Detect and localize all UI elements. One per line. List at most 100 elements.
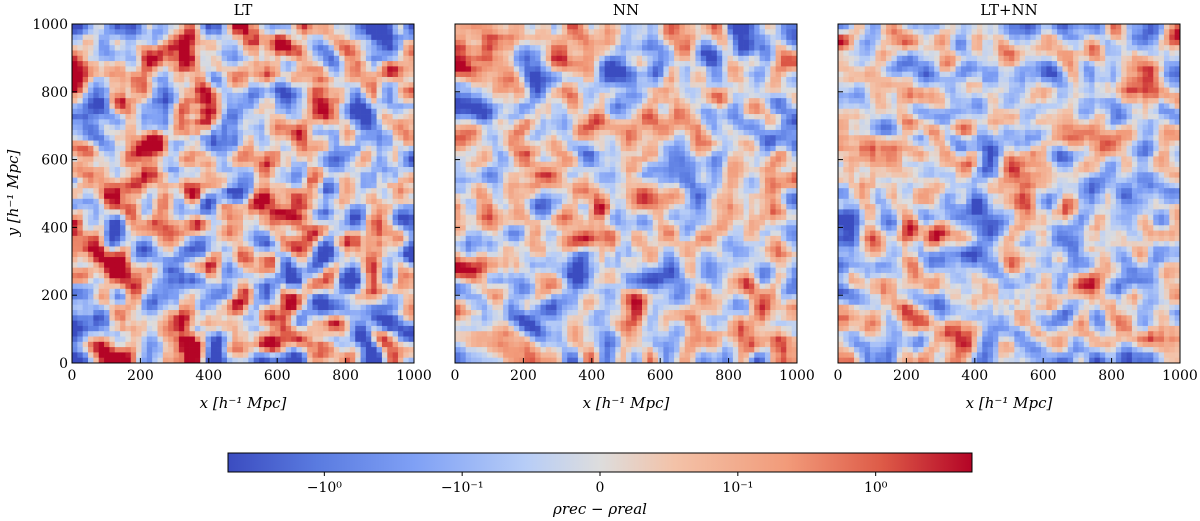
heatmap-cell <box>503 39 509 46</box>
heatmap-cell <box>604 92 611 99</box>
heatmap-cell <box>194 325 201 332</box>
heatmap-cell <box>146 145 153 152</box>
heatmap-cell <box>296 161 303 168</box>
heatmap-cell <box>497 50 504 57</box>
heatmap-cell <box>371 257 377 263</box>
heatmap-cell <box>323 172 329 178</box>
heatmap-cell <box>492 82 499 88</box>
heatmap-cell <box>114 124 121 131</box>
heatmap-cell <box>200 272 206 279</box>
heatmap-cell <box>226 294 233 300</box>
heatmap-cell <box>157 214 164 221</box>
heatmap-cell <box>130 204 137 210</box>
heatmap-cell <box>349 235 356 242</box>
heatmap-cell <box>82 135 89 141</box>
heatmap-cell <box>162 246 169 253</box>
heatmap-cell <box>168 151 174 157</box>
heatmap-cell <box>93 182 100 189</box>
heatmap-cell <box>392 288 399 295</box>
heatmap-cell <box>333 283 340 290</box>
heatmap-cell <box>344 87 351 94</box>
heatmap-cell <box>221 103 228 110</box>
heatmap-cell <box>344 272 351 279</box>
heatmap-cell <box>620 55 627 62</box>
heatmap-cell <box>184 167 190 173</box>
heatmap-cell <box>259 34 265 41</box>
heatmap-cell <box>146 98 153 104</box>
heatmap-cell <box>285 262 292 269</box>
heatmap-cell <box>403 278 409 284</box>
heatmap-cell <box>114 214 121 221</box>
heatmap-cell <box>189 288 196 295</box>
heatmap-cell <box>168 71 174 78</box>
heatmap-cell <box>285 177 292 184</box>
heatmap-cell <box>210 294 217 300</box>
heatmap-cell <box>652 45 659 51</box>
heatmap-cell <box>471 50 477 57</box>
heatmap-cell <box>508 29 515 35</box>
heatmap-cell <box>216 140 222 147</box>
heatmap-cell <box>259 219 265 226</box>
heatmap-cell <box>360 278 367 284</box>
heatmap-cell <box>323 347 329 353</box>
heatmap-cell <box>200 204 206 210</box>
heatmap-cell <box>264 39 271 46</box>
heatmap-cell <box>243 114 249 120</box>
heatmap-cell <box>125 177 132 184</box>
heatmap-cell <box>307 182 313 189</box>
heatmap-cell <box>317 66 324 73</box>
heatmap-cell <box>184 45 190 51</box>
heatmap-cell <box>307 246 313 253</box>
heatmap-cell <box>82 61 89 67</box>
heatmap-cell <box>312 315 319 321</box>
heatmap-cell <box>275 45 281 51</box>
heatmap-cell <box>285 188 292 194</box>
heatmap-cell <box>114 66 121 73</box>
heatmap-cell <box>301 225 308 231</box>
heatmap-cell <box>381 278 388 284</box>
heatmap-cell <box>631 71 638 78</box>
heatmap-cell <box>77 156 84 163</box>
heatmap-cell <box>173 336 180 343</box>
heatmap-cell <box>392 182 399 189</box>
heatmap-cell <box>194 294 201 300</box>
heatmap-cell <box>307 352 313 359</box>
heatmap-cell <box>93 209 100 216</box>
heatmap-cell <box>397 151 404 157</box>
heatmap-cell <box>328 320 335 327</box>
heatmap-cell <box>333 251 340 258</box>
heatmap-cell <box>162 214 169 221</box>
heatmap-cell <box>232 315 238 321</box>
heatmap-cell <box>269 225 276 231</box>
heatmap-cell <box>114 188 121 194</box>
heatmap-cell <box>98 87 105 94</box>
heatmap-cell <box>210 82 217 88</box>
heatmap-cell <box>226 29 233 35</box>
heatmap-cell <box>392 315 399 321</box>
heatmap-cell <box>216 66 222 73</box>
heatmap-cell <box>120 129 126 136</box>
heatmap-cell <box>328 34 335 41</box>
heatmap-cell <box>168 92 174 99</box>
heatmap-cell <box>695 61 702 67</box>
heatmap-cell <box>237 294 244 300</box>
heatmap-cell <box>317 92 324 99</box>
heatmap-cell <box>381 61 388 67</box>
heatmap-cell <box>403 341 409 348</box>
heatmap-cell <box>301 357 308 364</box>
heatmap-cell <box>205 251 212 258</box>
heatmap-cell <box>333 352 340 359</box>
heatmap-cell <box>269 119 276 125</box>
heatmap-cell <box>371 246 377 253</box>
heatmap-cell <box>205 87 212 94</box>
heatmap-cell <box>269 92 276 99</box>
heatmap-cell <box>157 55 164 62</box>
heatmap-cell <box>232 246 238 253</box>
heatmap-cell <box>72 267 78 274</box>
heatmap-cell <box>535 92 541 99</box>
heatmap-cell <box>529 34 536 41</box>
heatmap-cell <box>481 45 488 51</box>
heatmap-cell <box>312 87 319 94</box>
heatmap-cell <box>168 87 174 94</box>
heatmap-cell <box>243 50 249 57</box>
